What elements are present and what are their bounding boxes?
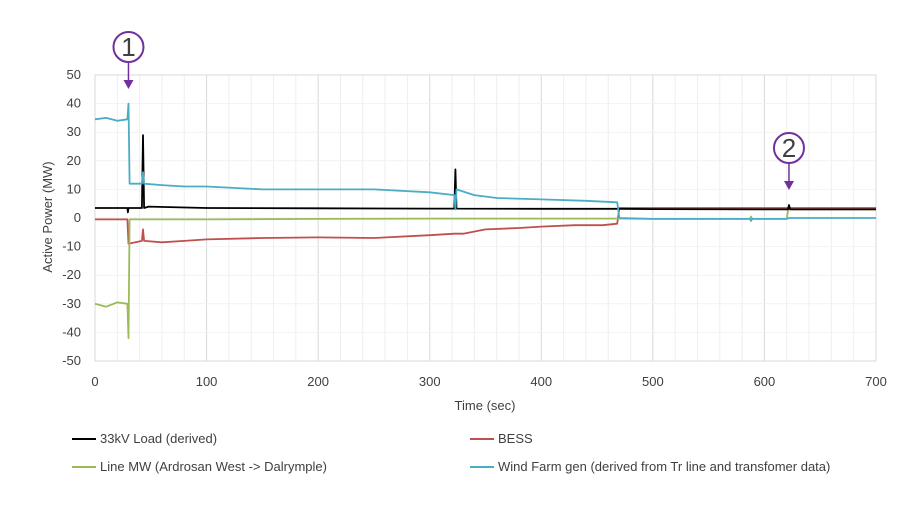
series-line-0 — [95, 134, 876, 214]
y-tick-label: -40 — [62, 324, 81, 339]
y-tick-label: 40 — [67, 96, 81, 111]
y-axis-ticks: -50 -40 -30 -20 -10 0 10 20 30 40 50 — [62, 67, 81, 368]
x-tick-label: 0 — [91, 374, 98, 389]
y-tick-label: 20 — [67, 153, 81, 168]
y-tick-label: -20 — [62, 267, 81, 282]
x-tick-label: 300 — [419, 374, 441, 389]
legend-label: BESS — [498, 431, 533, 446]
x-tick-label: 200 — [307, 374, 329, 389]
x-tick-label: 500 — [642, 374, 664, 389]
x-tick-label: 100 — [196, 374, 218, 389]
legend-label: 33kV Load (derived) — [100, 431, 217, 446]
x-axis-title: Time (sec) — [455, 398, 516, 413]
x-tick-label: 400 — [530, 374, 552, 389]
x-tick-label: 600 — [754, 374, 776, 389]
y-tick-label: -50 — [62, 353, 81, 368]
y-tick-label: 0 — [74, 210, 81, 225]
y-axis-title: Active Power (MW) — [40, 161, 55, 272]
annotations: 12 — [112, 31, 805, 190]
legend: 33kV Load (derived) BESS Line MW (Ardrosan… — [72, 431, 830, 474]
series-line-1 — [95, 207, 876, 245]
callout-number: 2 — [782, 133, 796, 163]
callout-arrow-head — [783, 181, 794, 190]
y-tick-label: -30 — [62, 296, 81, 311]
legend-label: Line MW (Ardrosan West -> Dalrymple) — [100, 459, 327, 474]
callout-arrow-head — [123, 80, 134, 89]
x-axis-ticks: 0 100 200 300 400 500 600 700 — [91, 374, 886, 389]
x-tick-label: 700 — [865, 374, 887, 389]
legend-label: Wind Farm gen (derived from Tr line and … — [498, 459, 830, 474]
series-line-2 — [94, 204, 876, 339]
y-tick-label: 10 — [67, 181, 81, 196]
y-tick-label: -10 — [62, 239, 81, 254]
y-tick-label: 30 — [67, 124, 81, 139]
y-tick-label: 50 — [67, 67, 81, 82]
series-layer — [94, 102, 876, 339]
callout-number: 1 — [121, 32, 135, 62]
series-line-3 — [94, 102, 876, 222]
